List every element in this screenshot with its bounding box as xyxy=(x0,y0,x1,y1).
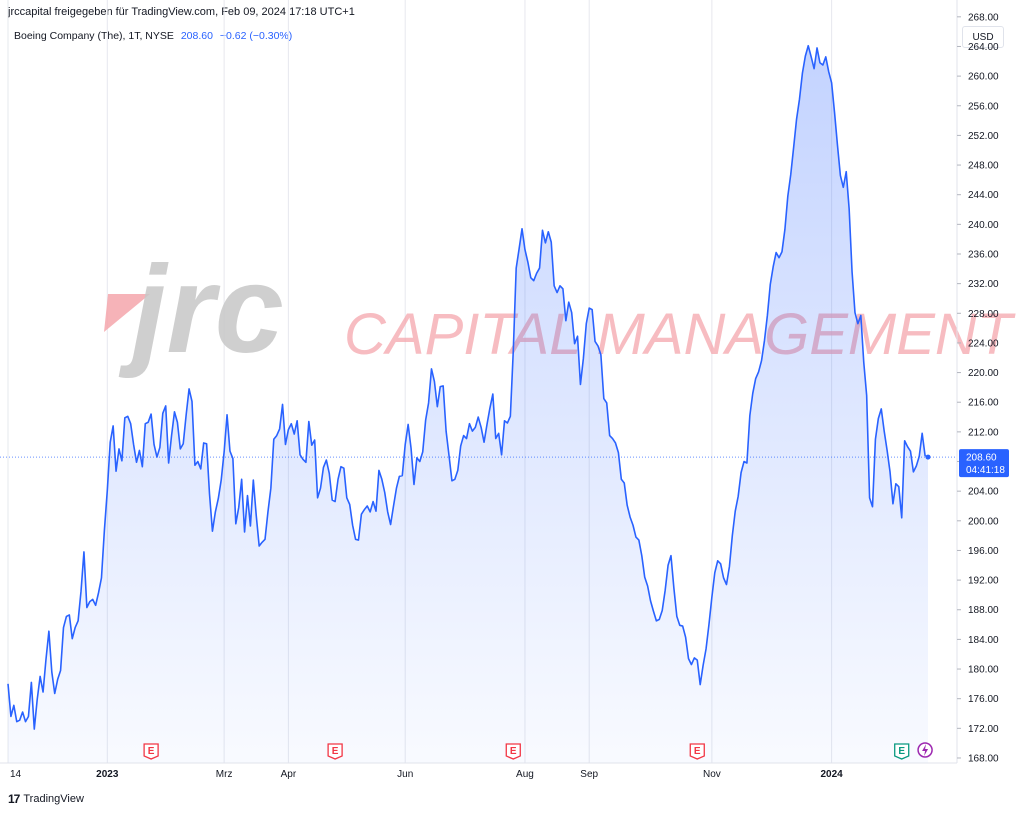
footer-branding[interactable]: 17 TradingView xyxy=(8,792,84,806)
y-tick-label: 196.00 xyxy=(968,546,999,557)
price-axis: 168.00 172.00 176.00 180.00 184.00 188.00 192.… xyxy=(957,12,999,764)
earnings-marker-shape xyxy=(689,743,705,760)
earnings-marker-shape xyxy=(327,743,343,760)
watermark-text: CAPITAL MANAGEMENT xyxy=(344,302,1016,367)
legend-change: −0.62 (−0.30%) xyxy=(219,30,293,42)
earnings-marker-shape xyxy=(505,743,521,760)
y-tick-label: 172.00 xyxy=(968,724,999,735)
last-price-label-countdown: 04:41:18 xyxy=(966,465,1005,476)
x-tick-label: Mrz xyxy=(216,769,233,780)
y-tick-label: 180.00 xyxy=(968,665,999,676)
y-tick-label: 248.00 xyxy=(968,161,999,172)
earnings-marker-label: E xyxy=(332,746,339,757)
last-price-label: 208.60 04:41:18 xyxy=(959,449,1009,478)
x-tick-label: Apr xyxy=(281,769,297,780)
y-tick-label: 192.00 xyxy=(968,576,999,587)
earnings-marker[interactable]: E xyxy=(689,743,705,760)
earnings-marker[interactable]: E xyxy=(505,743,521,760)
dividend-marker-label: D xyxy=(921,745,928,756)
x-tick-label: 2023 xyxy=(96,769,119,780)
last-price-label-value: 208.60 xyxy=(966,453,997,464)
published-by-text: jrccapital freigegeben für TradingView.c… xyxy=(8,6,355,18)
watermark-brand: jrc xyxy=(118,241,284,379)
earnings-marker-shape xyxy=(143,743,159,760)
y-tick-label: 228.00 xyxy=(968,309,999,320)
x-tick-label: Aug xyxy=(516,769,534,780)
currency-button[interactable]: USD xyxy=(962,26,1004,48)
y-tick-label: 256.00 xyxy=(968,101,999,112)
x-tick-label: Sep xyxy=(580,769,598,780)
y-tick-label: 200.00 xyxy=(968,516,999,527)
y-tick-label: 260.00 xyxy=(968,72,999,83)
y-tick-label: 188.00 xyxy=(968,605,999,616)
last-price-label-bg xyxy=(959,449,1009,478)
y-tick-label: 168.00 xyxy=(968,753,999,764)
earnings-marker-label: E xyxy=(148,746,155,757)
earnings-marker-label: E xyxy=(898,746,905,757)
y-tick-label: 212.00 xyxy=(968,427,999,438)
earnings-marker[interactable]: E xyxy=(894,743,910,760)
lightning-icon xyxy=(922,744,929,756)
y-tick-label: 252.00 xyxy=(968,131,999,142)
earnings-marker[interactable]: E xyxy=(327,743,343,760)
y-tick-label: 204.00 xyxy=(968,487,999,498)
x-tick-label: Jun xyxy=(397,769,413,780)
watermark: jrc CAPITAL MANAGEMENT xyxy=(104,241,1016,379)
price-area-fill xyxy=(8,45,928,764)
symbol-description: Boeing Company (The), 1T, NYSE xyxy=(14,30,174,42)
time-axis: 14 2023 Mrz Apr Jun Aug Sep Nov 2024 xyxy=(10,769,843,780)
x-tick-label: 14 xyxy=(10,769,22,780)
earnings-marker-label: E xyxy=(694,746,701,757)
y-tick-label: 236.00 xyxy=(968,249,999,260)
y-tick-label: 220.00 xyxy=(968,368,999,379)
x-tick-label: Nov xyxy=(703,769,721,780)
x-tick-label: 2024 xyxy=(820,769,843,780)
y-tick-label: 176.00 xyxy=(968,694,999,705)
dividend-marker[interactable]: D xyxy=(917,742,933,758)
watermark-logo-triangle xyxy=(104,294,150,332)
y-tick-label: 216.00 xyxy=(968,398,999,409)
earnings-marker-shape xyxy=(894,743,910,760)
y-tick-label: 244.00 xyxy=(968,190,999,201)
legend-last-value: 208.60 xyxy=(180,30,213,42)
last-price-point xyxy=(925,454,931,460)
y-tick-label: 264.00 xyxy=(968,42,999,53)
tradingview-logo-icon: 17 xyxy=(8,792,20,806)
earnings-marker[interactable]: E xyxy=(143,743,159,760)
y-tick-label: 224.00 xyxy=(968,338,999,349)
footer-brand-text: TradingView xyxy=(23,793,84,805)
symbol-legend: Boeing Company (The), 1T, NYSE 208.60 −0… xyxy=(14,30,292,42)
y-tick-label: 232.00 xyxy=(968,279,999,290)
price-line xyxy=(7,44,929,730)
y-tick-label: 268.00 xyxy=(968,12,999,23)
earnings-marker-label: E xyxy=(510,746,517,757)
y-tick-label: 240.00 xyxy=(968,220,999,231)
y-tick-label: 184.00 xyxy=(968,635,999,646)
